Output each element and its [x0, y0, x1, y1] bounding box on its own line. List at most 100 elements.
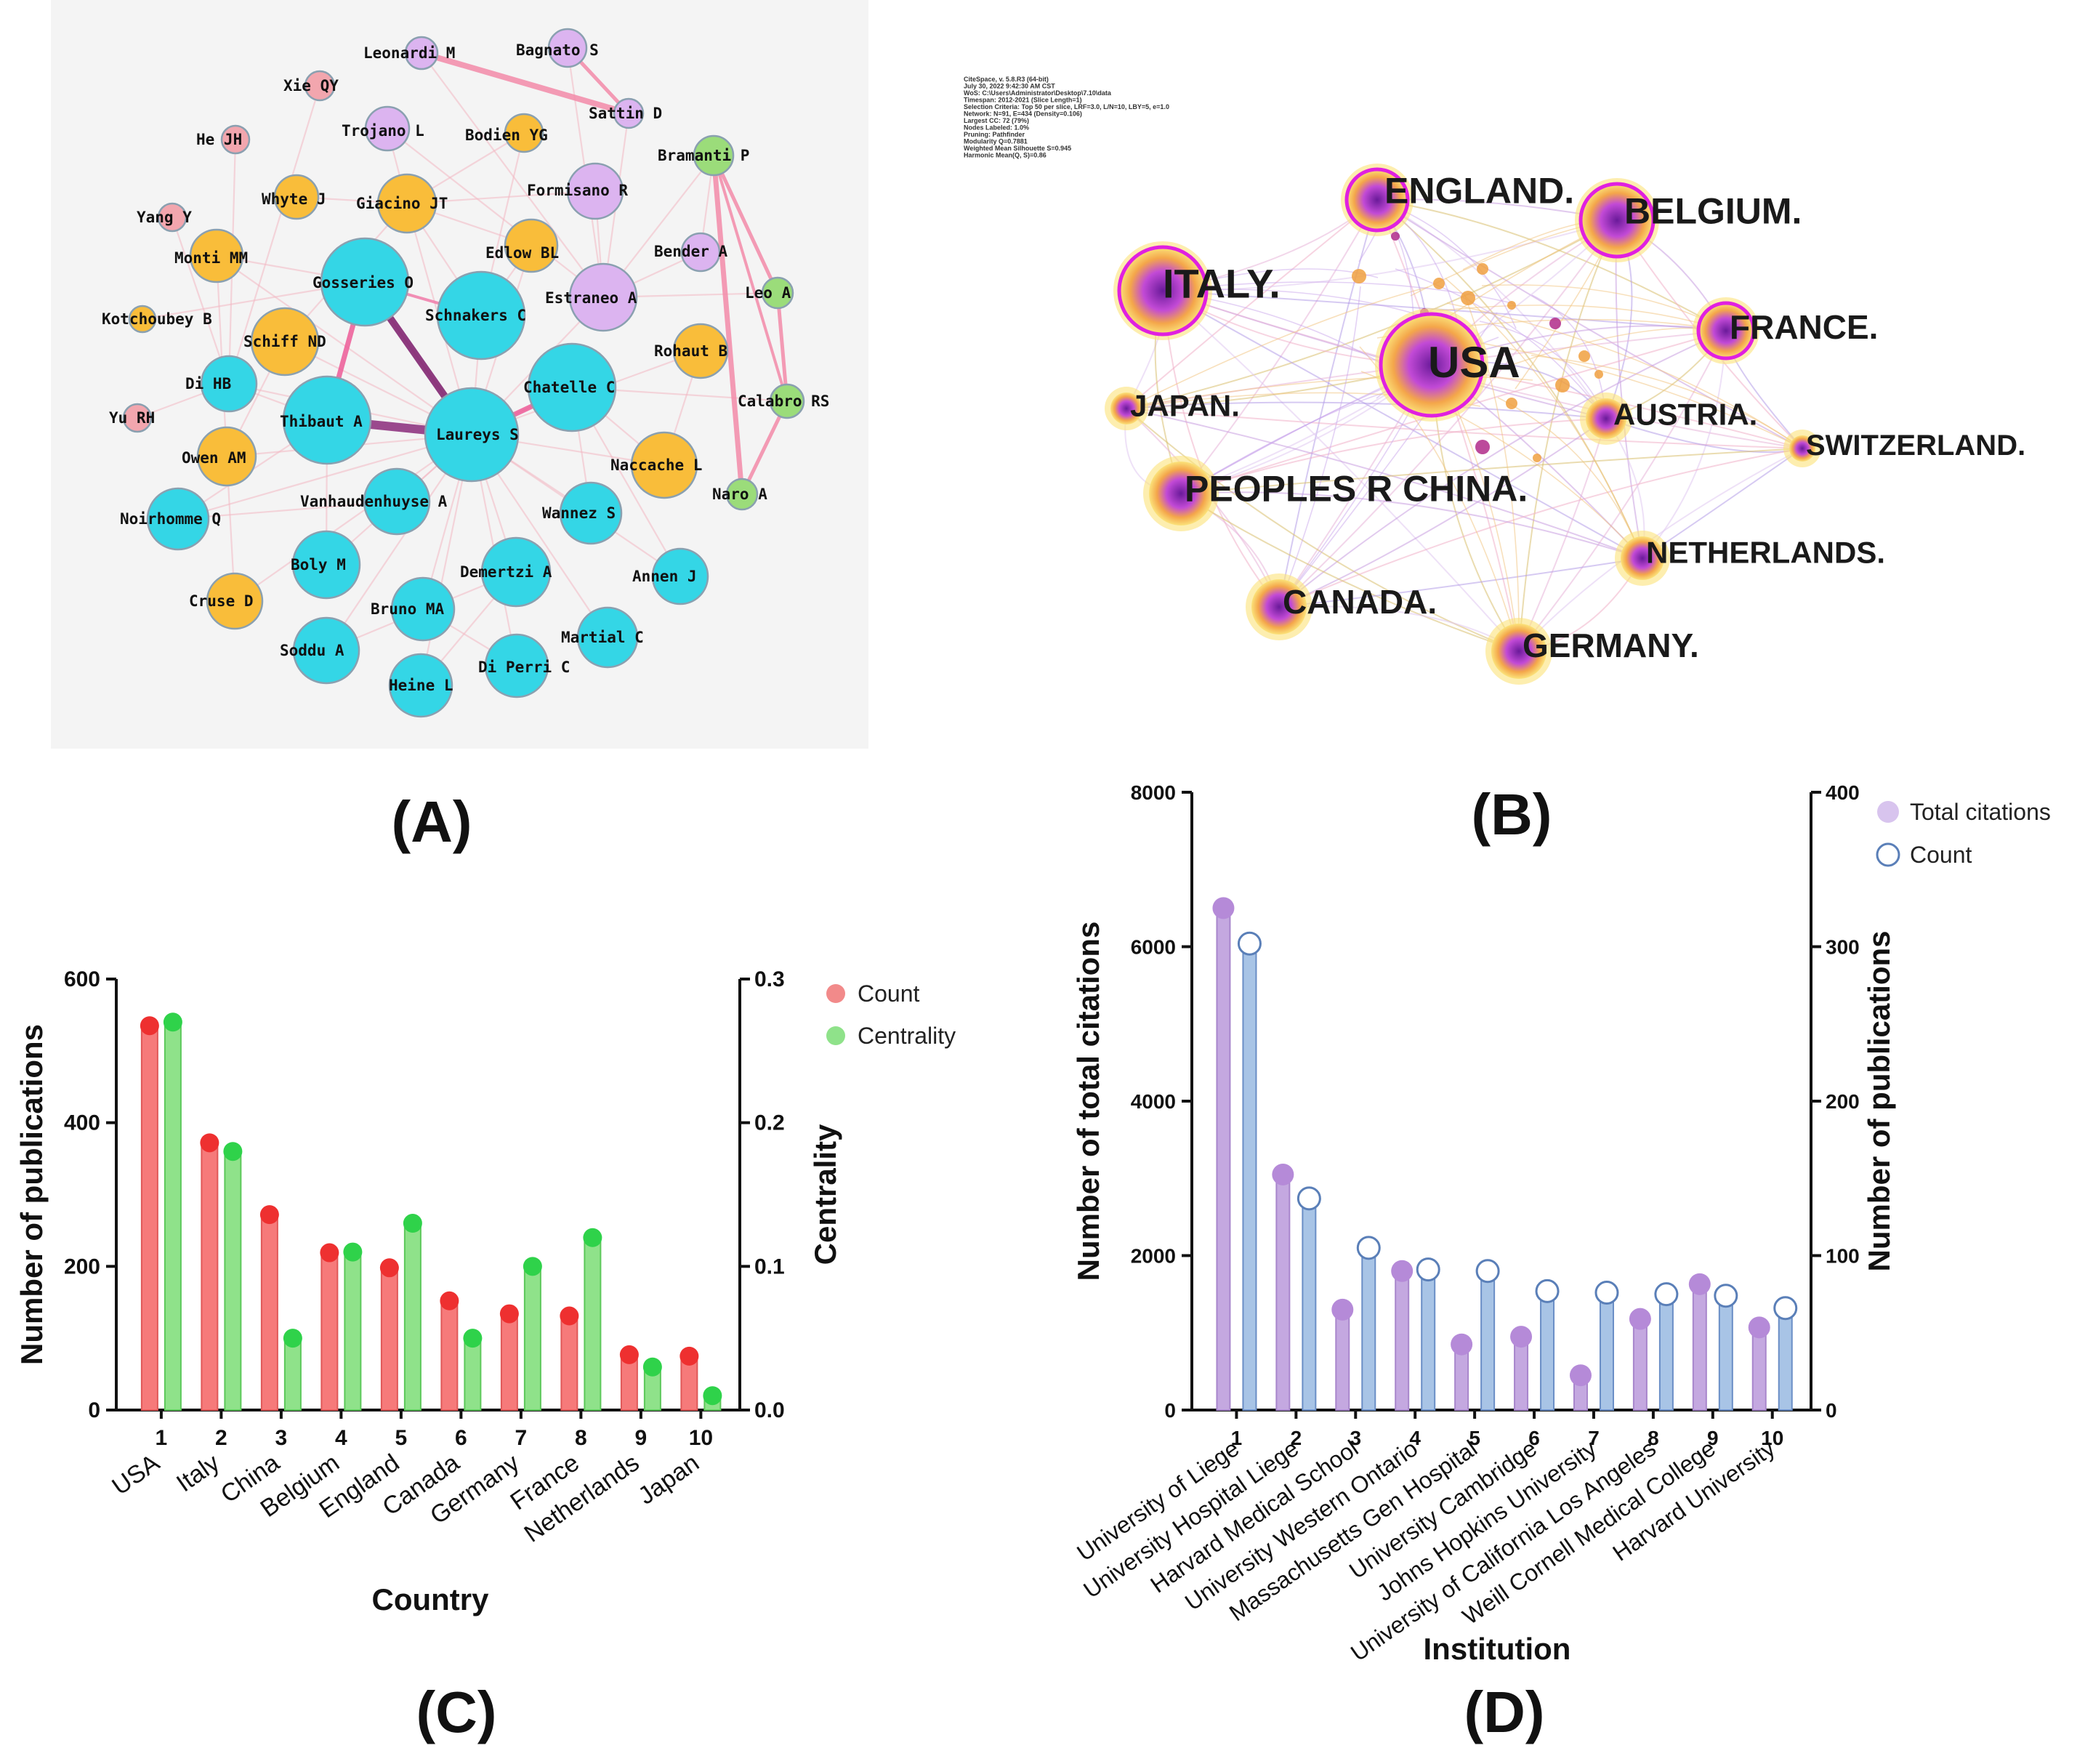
- author-node-circle: [559, 481, 623, 545]
- author-node-rohaut-b: Rohaut B: [654, 323, 729, 379]
- country-edge: [1126, 408, 1643, 559]
- x-axis-title: Country: [372, 1582, 490, 1616]
- minor-country-node: [1461, 291, 1475, 305]
- country-edge: [1376, 199, 1607, 419]
- country-node-label: CANADA.: [1283, 583, 1437, 621]
- x-tick-label: 1: [156, 1426, 168, 1450]
- y-tick-label-right: 0.3: [754, 967, 785, 991]
- bar-total-citations: [1275, 1173, 1291, 1411]
- bar-count: [1778, 1307, 1793, 1411]
- y-tick-label-right: 0.0: [754, 1398, 785, 1422]
- author-node-circle: [364, 105, 411, 152]
- marker-total-citations: [1331, 1298, 1354, 1321]
- citespace-info-line: Modularity Q=0.7881: [964, 138, 1028, 145]
- country-edge: [1278, 199, 1378, 608]
- marker-centrality: [223, 1142, 243, 1161]
- author-node-circle: [566, 162, 624, 220]
- author-node-label: Trojano L: [342, 122, 424, 140]
- network-edge: [406, 190, 596, 205]
- author-node-laureys-s: Laureys S: [424, 387, 520, 483]
- author-node-circle: [220, 124, 251, 155]
- x-tick-label: 9: [635, 1426, 648, 1450]
- category-name: Italy: [172, 1449, 225, 1497]
- marker-count: [140, 1016, 159, 1036]
- minor-country-node: [1352, 269, 1366, 283]
- marker-count: [379, 1258, 399, 1278]
- x-tick-label: 8: [1648, 1427, 1659, 1449]
- author-node-edlow-bl: Edlow BL: [485, 218, 559, 273]
- author-node-calabro-rs: Calabro RS: [738, 383, 829, 419]
- y-axis-title-right: Number of publications: [1862, 930, 1896, 1271]
- country-edge-minor: [1395, 268, 1607, 419]
- author-node-circle: [320, 237, 410, 327]
- x-tick-label: 3: [1350, 1427, 1361, 1449]
- author-node-circle: [390, 576, 456, 642]
- author-node-label: Yu RH: [109, 409, 155, 427]
- country-node-label: NETHERLANDS.: [1646, 536, 1885, 570]
- author-node-gosseries-o: Gosseries O: [312, 237, 414, 327]
- y-tick-label-left: 6000: [1131, 936, 1176, 959]
- country-node-circle: [1149, 462, 1213, 525]
- marker-count: [499, 1304, 519, 1324]
- author-node-di-perri-c: Di Perri C: [478, 633, 570, 698]
- author-node-label: Boly M: [291, 556, 346, 573]
- marker-count: [560, 1306, 579, 1326]
- author-node-leonardi-m: Leonardi M: [363, 36, 455, 71]
- x-tick-label: 10: [1761, 1427, 1783, 1449]
- author-node-label: Martial C: [561, 629, 644, 646]
- author-node-chatelle-c: Chatelle C: [523, 342, 617, 432]
- x-tick-label: 10: [689, 1426, 713, 1450]
- author-node-label: Giacino JT: [356, 195, 448, 212]
- author-node-yang-y: Yang Y: [137, 202, 192, 233]
- bar-total-citations: [1692, 1283, 1707, 1411]
- country-edge-minor: [1278, 286, 1361, 608]
- panel-c: 0 200 400 600 0.0 0.1 0.2 0.3 Number of publicat…: [0, 938, 1017, 1643]
- author-node-whyte-j: Whyte J: [262, 174, 326, 220]
- author-node-vanhaudenhuyse-a: Vanhaudenhuyse A: [300, 467, 448, 536]
- author-node-noirhomme-q: Noirhomme Q: [120, 487, 221, 551]
- country-edge-minor: [1445, 278, 1643, 559]
- author-node-circle: [363, 467, 431, 536]
- category-name: Japan: [633, 1449, 704, 1510]
- country-node-england: ENGLAND.: [1341, 164, 1574, 236]
- author-node-circle: [282, 375, 372, 465]
- legend-marker: [1876, 842, 1900, 867]
- author-node-circle: [292, 616, 360, 685]
- country-edge: [1278, 330, 1727, 608]
- marker-centrality: [463, 1329, 483, 1348]
- marker-count: [619, 1345, 639, 1364]
- author-node-schiff-nd: Schiff ND: [243, 307, 326, 376]
- country-nodes: ENGLAND. BELGIUM. ITALY. FRANCE. USA JAPAN. AU…: [1105, 164, 2025, 685]
- bar-total-citations: [1632, 1318, 1648, 1411]
- marker-centrality: [403, 1214, 422, 1233]
- author-node-label: Owen AM: [182, 449, 246, 467]
- author-node-label: Kotchoubey B: [102, 310, 212, 328]
- author-node-circle: [761, 276, 794, 310]
- author-node-circle: [504, 218, 559, 273]
- country-node-belgium: BELGIUM.: [1575, 178, 1802, 262]
- x-tick-label: 1: [1231, 1427, 1243, 1449]
- citespace-info-line: Largest CC: 72 (79%): [964, 117, 1029, 124]
- bar-count: [260, 1214, 278, 1411]
- author-node-label: He JH: [196, 131, 242, 148]
- marker-total-citations: [1748, 1316, 1770, 1339]
- citespace-info-line: Nodes Labeled: 1.0%: [964, 124, 1029, 132]
- minor-country-node: [1594, 370, 1603, 379]
- country-edge-minor: [1278, 405, 1414, 608]
- author-node-label: Bodien YG: [465, 126, 548, 144]
- y-tick-label-left: 2000: [1131, 1245, 1176, 1268]
- citespace-info: CiteSpace, v. 5.8.R3 (64-bit)July 30, 20…: [964, 76, 1169, 159]
- author-node-circle: [725, 478, 759, 511]
- author-node-bender-a: Bender A: [654, 232, 728, 273]
- author-node-estraneo-a: Estraneo A: [545, 262, 638, 332]
- country-node-austria: AUSTRIA.: [1580, 392, 1757, 445]
- author-node-he-jh: He JH: [196, 124, 251, 155]
- author-node-circle: [527, 342, 617, 432]
- author-node-label: Noirhomme Q: [120, 510, 221, 528]
- country-node-circle: [1110, 392, 1142, 424]
- author-node-circle: [200, 355, 258, 413]
- author-node-label: Bender A: [654, 243, 728, 260]
- author-node-label: Xie QY: [283, 77, 339, 94]
- citespace-info-line: Selection Criteria: Top 50 per slice, LR…: [964, 103, 1169, 110]
- country-edge-minor: [1446, 302, 1803, 449]
